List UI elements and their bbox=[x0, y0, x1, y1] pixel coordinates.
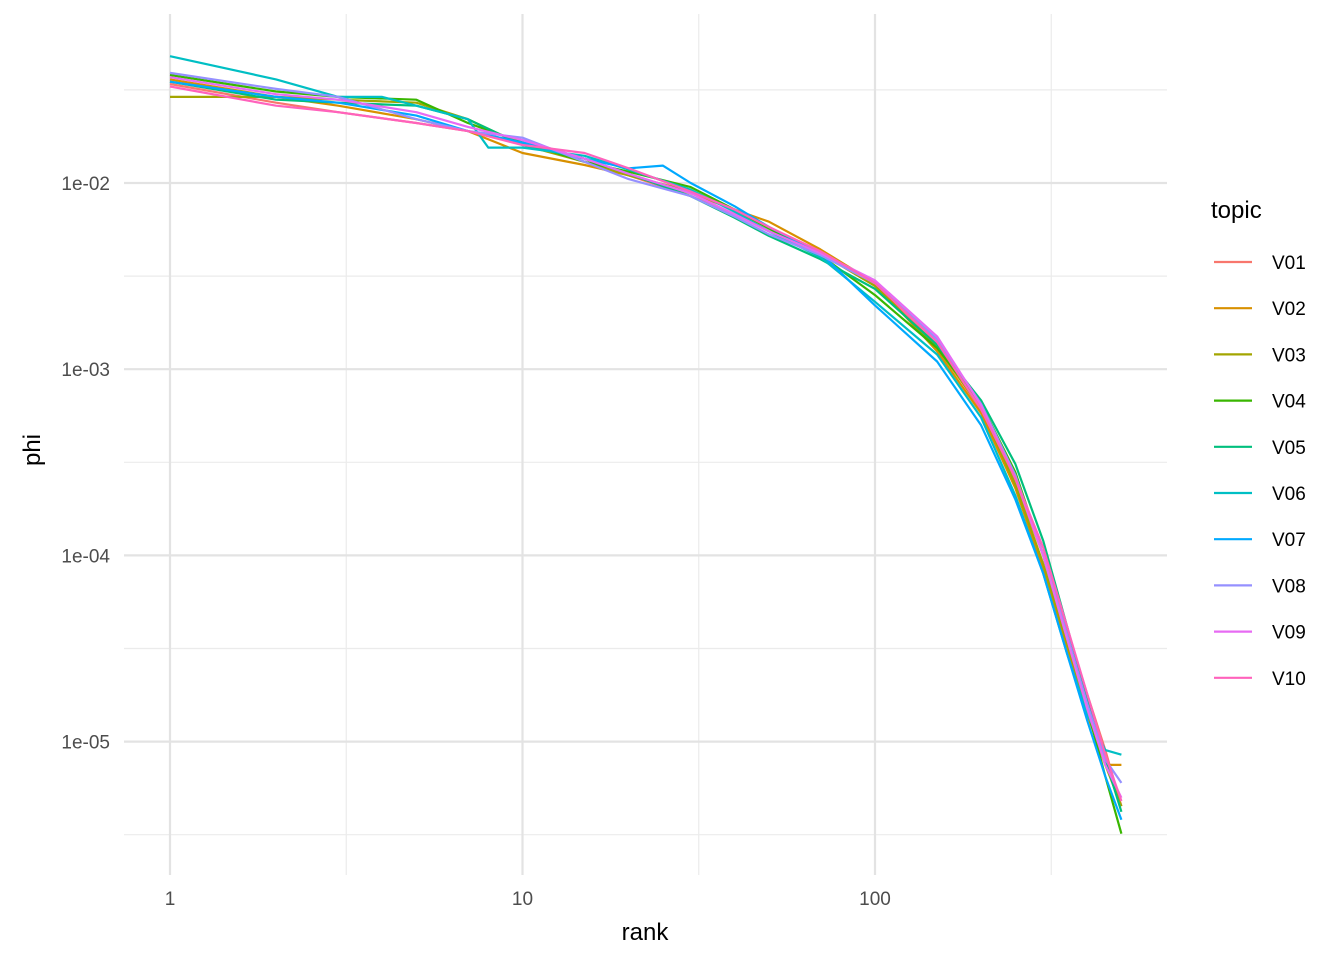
legend-title: topic bbox=[1211, 197, 1262, 224]
y-tick-label: 1e-04 bbox=[61, 546, 110, 567]
y-tick-label: 1e-05 bbox=[61, 733, 110, 754]
legend-label-v08: V08 bbox=[1272, 576, 1306, 597]
x-axis-ticks: 1 10 100 bbox=[165, 889, 891, 910]
y-axis-ticks: 1e-05 1e-04 1e-03 1e-02 bbox=[61, 174, 110, 754]
y-axis-title: phi bbox=[19, 434, 46, 466]
legend-label-v10: V10 bbox=[1272, 669, 1306, 690]
series-line-v07 bbox=[169, 80, 1123, 821]
legend-label-v01: V01 bbox=[1272, 253, 1306, 274]
legend: topic V01 V02 V03 V04 V05 V06 V07 V08 V09 V10 bbox=[1211, 197, 1306, 690]
x-tick-label: 10 bbox=[512, 889, 533, 910]
x-tick-label: 1 bbox=[165, 889, 176, 910]
legend-label-v03: V03 bbox=[1272, 345, 1306, 366]
grid-minor bbox=[124, 14, 1167, 875]
legend-label-v09: V09 bbox=[1272, 623, 1306, 644]
legend-label-v06: V06 bbox=[1272, 484, 1306, 505]
x-axis-title: rank bbox=[622, 919, 670, 946]
legend-label-v04: V04 bbox=[1272, 392, 1306, 413]
x-tick-label: 100 bbox=[859, 889, 891, 910]
y-tick-label: 1e-02 bbox=[61, 174, 110, 195]
y-tick-label: 1e-03 bbox=[61, 360, 110, 381]
series-line-v10 bbox=[169, 85, 1123, 802]
series-layer bbox=[169, 55, 1123, 834]
legend-label-v07: V07 bbox=[1272, 530, 1306, 551]
legend-label-v05: V05 bbox=[1272, 438, 1306, 459]
legend-label-v02: V02 bbox=[1272, 299, 1306, 320]
grid-major bbox=[124, 14, 1167, 875]
series-line-v09 bbox=[169, 76, 1123, 799]
